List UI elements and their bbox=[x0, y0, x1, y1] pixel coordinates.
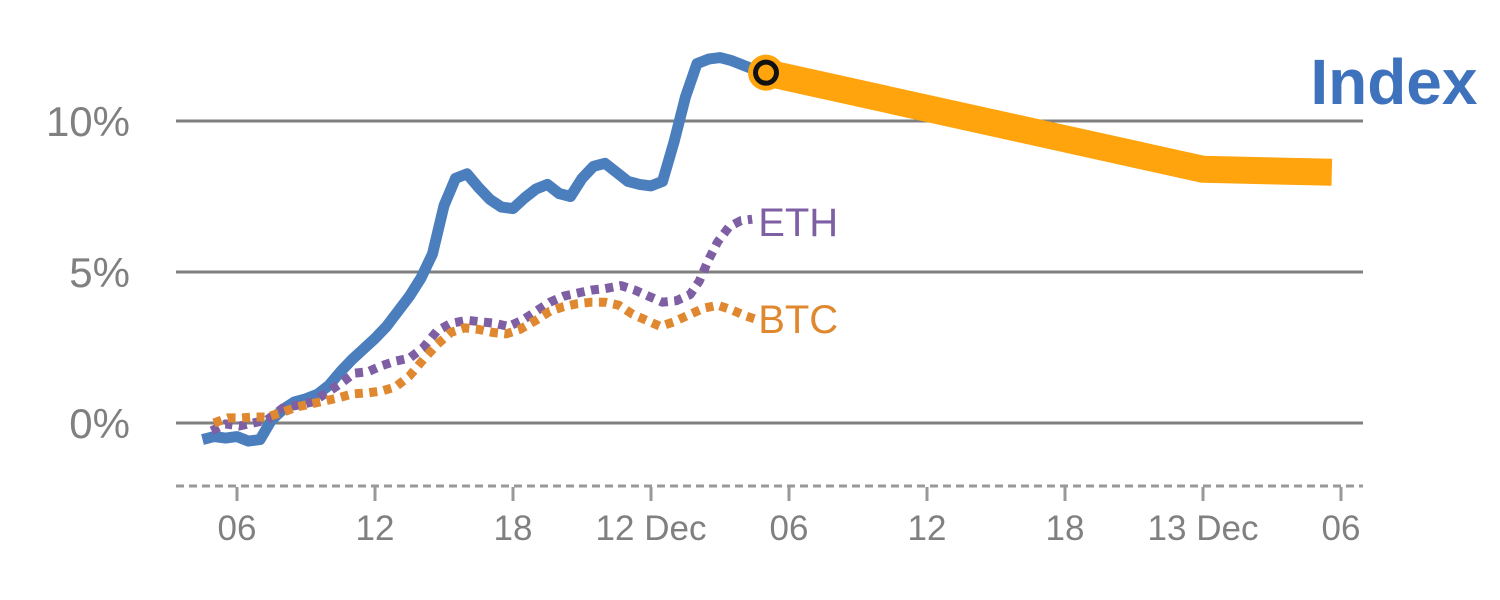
x-axis-label: 12 Dec bbox=[596, 509, 707, 548]
y-axis-label: 5% bbox=[69, 249, 130, 296]
label-index: Index bbox=[1310, 46, 1478, 118]
x-axis-label: 12 bbox=[356, 509, 395, 548]
x-axis-label: 06 bbox=[770, 509, 809, 548]
y-axis-label: 0% bbox=[69, 400, 130, 447]
x-axis-label: 12 bbox=[908, 509, 947, 548]
series-index-line bbox=[201, 52, 768, 447]
series-btc-line bbox=[212, 297, 756, 428]
projection-start-marker-ring bbox=[753, 59, 779, 86]
series-index-projection-line bbox=[763, 59, 1333, 186]
x-axis-label: 06 bbox=[218, 509, 257, 548]
label-btc: BTC bbox=[758, 298, 838, 342]
x-axis-label: 13 Dec bbox=[1148, 509, 1259, 548]
x-axis-label: 18 bbox=[1046, 509, 1085, 548]
series-eth-line bbox=[209, 214, 753, 435]
y-axis-label: 10% bbox=[46, 98, 130, 145]
x-axis-label: 06 bbox=[1322, 509, 1361, 548]
x-axis-label: 18 bbox=[494, 509, 533, 548]
label-eth: ETH bbox=[758, 201, 838, 245]
